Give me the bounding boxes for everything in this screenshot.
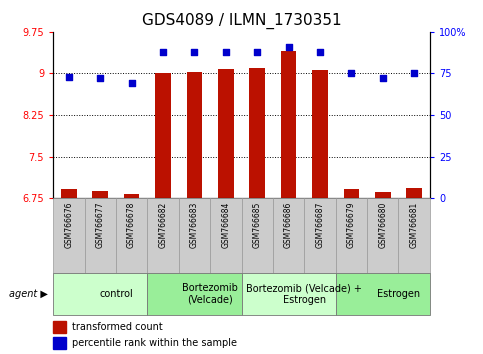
Bar: [218, 69, 234, 198]
Bar: [85, 198, 116, 273]
Bar: [53, 337, 66, 349]
Bar: [186, 72, 202, 198]
Point: [411, 71, 418, 76]
Text: GSM766678: GSM766678: [127, 202, 136, 249]
Point: [222, 49, 230, 55]
Point: [159, 49, 167, 55]
Bar: [92, 191, 108, 198]
Text: GSM766682: GSM766682: [158, 202, 168, 248]
Text: GSM766676: GSM766676: [64, 202, 73, 249]
Text: Bortezomib (Velcade) +
Estrogen: Bortezomib (Velcade) + Estrogen: [246, 283, 362, 305]
Bar: [336, 273, 430, 315]
Bar: [398, 198, 430, 273]
Bar: [312, 70, 328, 198]
Bar: [273, 198, 304, 273]
Text: GSM766681: GSM766681: [410, 202, 419, 248]
Point: [191, 49, 199, 55]
Text: GSM766680: GSM766680: [378, 202, 387, 249]
Bar: [53, 273, 147, 315]
Text: agent ▶: agent ▶: [10, 289, 48, 299]
Bar: [343, 189, 359, 198]
Text: GSM766686: GSM766686: [284, 202, 293, 249]
Bar: [375, 192, 391, 198]
Point: [316, 49, 324, 55]
Title: GDS4089 / ILMN_1730351: GDS4089 / ILMN_1730351: [142, 13, 341, 29]
Text: GSM766677: GSM766677: [96, 202, 105, 249]
Bar: [147, 273, 242, 315]
Bar: [124, 194, 140, 198]
Bar: [406, 188, 422, 198]
Bar: [179, 198, 210, 273]
Point: [379, 76, 387, 81]
Bar: [210, 198, 242, 273]
Bar: [336, 198, 367, 273]
Bar: [242, 198, 273, 273]
Text: GSM766679: GSM766679: [347, 202, 356, 249]
Bar: [61, 189, 77, 198]
Bar: [242, 273, 336, 315]
Text: percentile rank within the sample: percentile rank within the sample: [72, 338, 237, 348]
Text: control: control: [99, 289, 133, 299]
Text: Estrogen: Estrogen: [377, 289, 420, 299]
Text: GSM766684: GSM766684: [221, 202, 230, 249]
Bar: [304, 198, 336, 273]
Bar: [367, 198, 398, 273]
Bar: [281, 51, 297, 198]
Point: [285, 44, 293, 50]
Point: [97, 76, 104, 81]
Bar: [147, 198, 179, 273]
Bar: [116, 198, 147, 273]
Point: [253, 49, 261, 55]
Point: [348, 71, 355, 76]
Point: [65, 74, 73, 80]
Text: GSM766685: GSM766685: [253, 202, 262, 249]
Bar: [249, 68, 265, 198]
Text: Bortezomib
(Velcade): Bortezomib (Velcade): [182, 283, 238, 305]
Text: GSM766683: GSM766683: [190, 202, 199, 249]
Text: transformed count: transformed count: [72, 322, 163, 332]
Point: [128, 81, 135, 86]
Bar: [155, 74, 171, 198]
Bar: [53, 198, 85, 273]
Text: GSM766687: GSM766687: [315, 202, 325, 249]
Bar: [53, 321, 66, 333]
